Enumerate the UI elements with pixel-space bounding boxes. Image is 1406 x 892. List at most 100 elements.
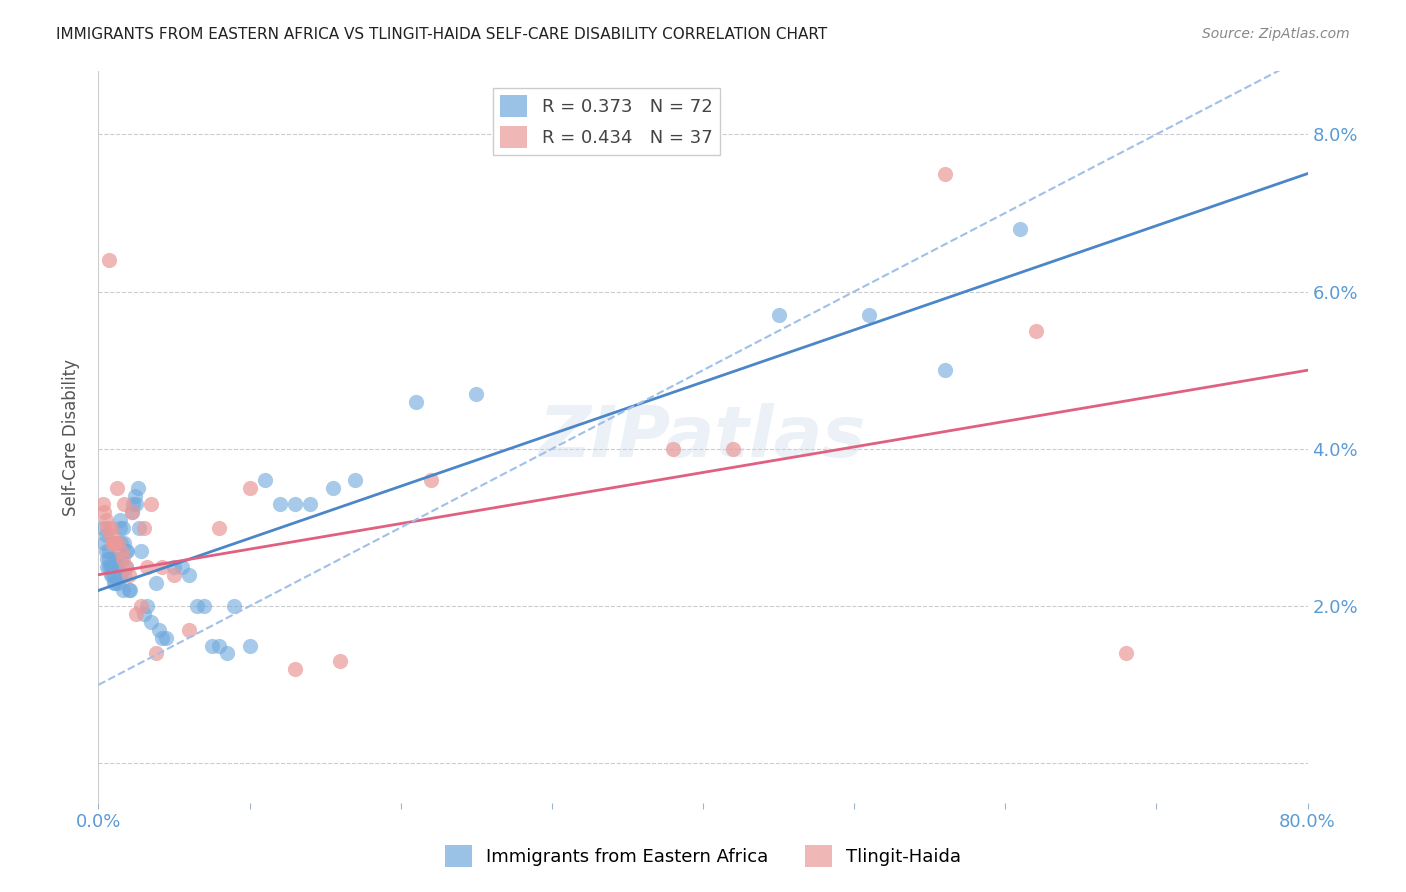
Point — [125, 497, 148, 511]
Point — [239, 481, 262, 495]
Point — [129, 599, 152, 614]
Point — [93, 505, 115, 519]
Point — [132, 520, 155, 534]
Point — [110, 544, 132, 558]
Point — [122, 497, 145, 511]
Point — [150, 631, 173, 645]
Point — [179, 567, 201, 582]
Point — [1024, 324, 1046, 338]
Point — [104, 575, 127, 590]
Point — [108, 567, 131, 582]
Point — [269, 497, 291, 511]
Point — [94, 528, 117, 542]
Point — [253, 473, 276, 487]
Point — [201, 639, 224, 653]
Point — [103, 536, 125, 550]
Point — [98, 559, 121, 574]
Point — [104, 559, 127, 574]
Point — [299, 497, 322, 511]
Point — [115, 544, 138, 558]
Point — [465, 387, 488, 401]
Point — [420, 473, 443, 487]
Point — [118, 567, 141, 582]
Point — [91, 497, 114, 511]
Y-axis label: Self-Care Disability: Self-Care Disability — [62, 359, 80, 516]
Point — [145, 575, 167, 590]
Point — [112, 497, 135, 511]
Text: IMMIGRANTS FROM EASTERN AFRICA VS TLINGIT-HAIDA SELF-CARE DISABILITY CORRELATION: IMMIGRANTS FROM EASTERN AFRICA VS TLINGI… — [56, 27, 828, 42]
Point — [145, 646, 167, 660]
Point — [111, 552, 134, 566]
Point — [107, 575, 129, 590]
Point — [858, 308, 880, 322]
Point — [121, 505, 143, 519]
Point — [101, 536, 124, 550]
Point — [768, 308, 790, 322]
Point — [193, 599, 215, 614]
Point — [110, 536, 132, 550]
Point — [284, 497, 307, 511]
Point — [96, 552, 118, 566]
Point — [103, 567, 125, 582]
Point — [215, 646, 238, 660]
Point — [94, 544, 117, 558]
Point — [118, 583, 141, 598]
Point — [100, 567, 122, 582]
Point — [124, 489, 146, 503]
Point — [100, 520, 122, 534]
Point — [322, 481, 344, 495]
Point — [111, 583, 134, 598]
Point — [120, 583, 142, 598]
Point — [155, 631, 177, 645]
Point — [93, 536, 115, 550]
Point — [344, 473, 367, 487]
Point — [186, 599, 208, 614]
Point — [114, 559, 136, 574]
Point — [934, 167, 956, 181]
Point — [121, 505, 143, 519]
Point — [98, 253, 121, 268]
Point — [148, 623, 170, 637]
Point — [111, 520, 134, 534]
Point — [224, 599, 246, 614]
Point — [107, 536, 129, 550]
Point — [101, 567, 124, 582]
Point — [141, 615, 163, 629]
Point — [661, 442, 683, 456]
Point — [132, 607, 155, 621]
Point — [127, 481, 149, 495]
Point — [98, 552, 121, 566]
Point — [723, 442, 745, 456]
Point — [91, 520, 114, 534]
Point — [100, 528, 122, 542]
Point — [96, 559, 118, 574]
Point — [114, 559, 136, 574]
Point — [125, 607, 148, 621]
Point — [105, 559, 128, 574]
Point — [405, 394, 427, 409]
Point — [96, 520, 118, 534]
Point — [128, 520, 150, 534]
Point — [163, 567, 186, 582]
Point — [105, 481, 128, 495]
Point — [1115, 646, 1137, 660]
Point — [105, 552, 128, 566]
Point — [135, 599, 157, 614]
Point — [239, 639, 262, 653]
Point — [100, 559, 122, 574]
Point — [103, 575, 125, 590]
Point — [163, 559, 186, 574]
Point — [150, 559, 173, 574]
Point — [129, 544, 152, 558]
Point — [94, 513, 117, 527]
Point — [1010, 221, 1032, 235]
Point — [141, 497, 163, 511]
Point — [98, 544, 121, 558]
Point — [101, 559, 124, 574]
Point — [104, 536, 127, 550]
Point — [934, 363, 956, 377]
Point — [208, 639, 231, 653]
Point — [107, 536, 129, 550]
Point — [114, 544, 136, 558]
Point — [112, 567, 135, 582]
